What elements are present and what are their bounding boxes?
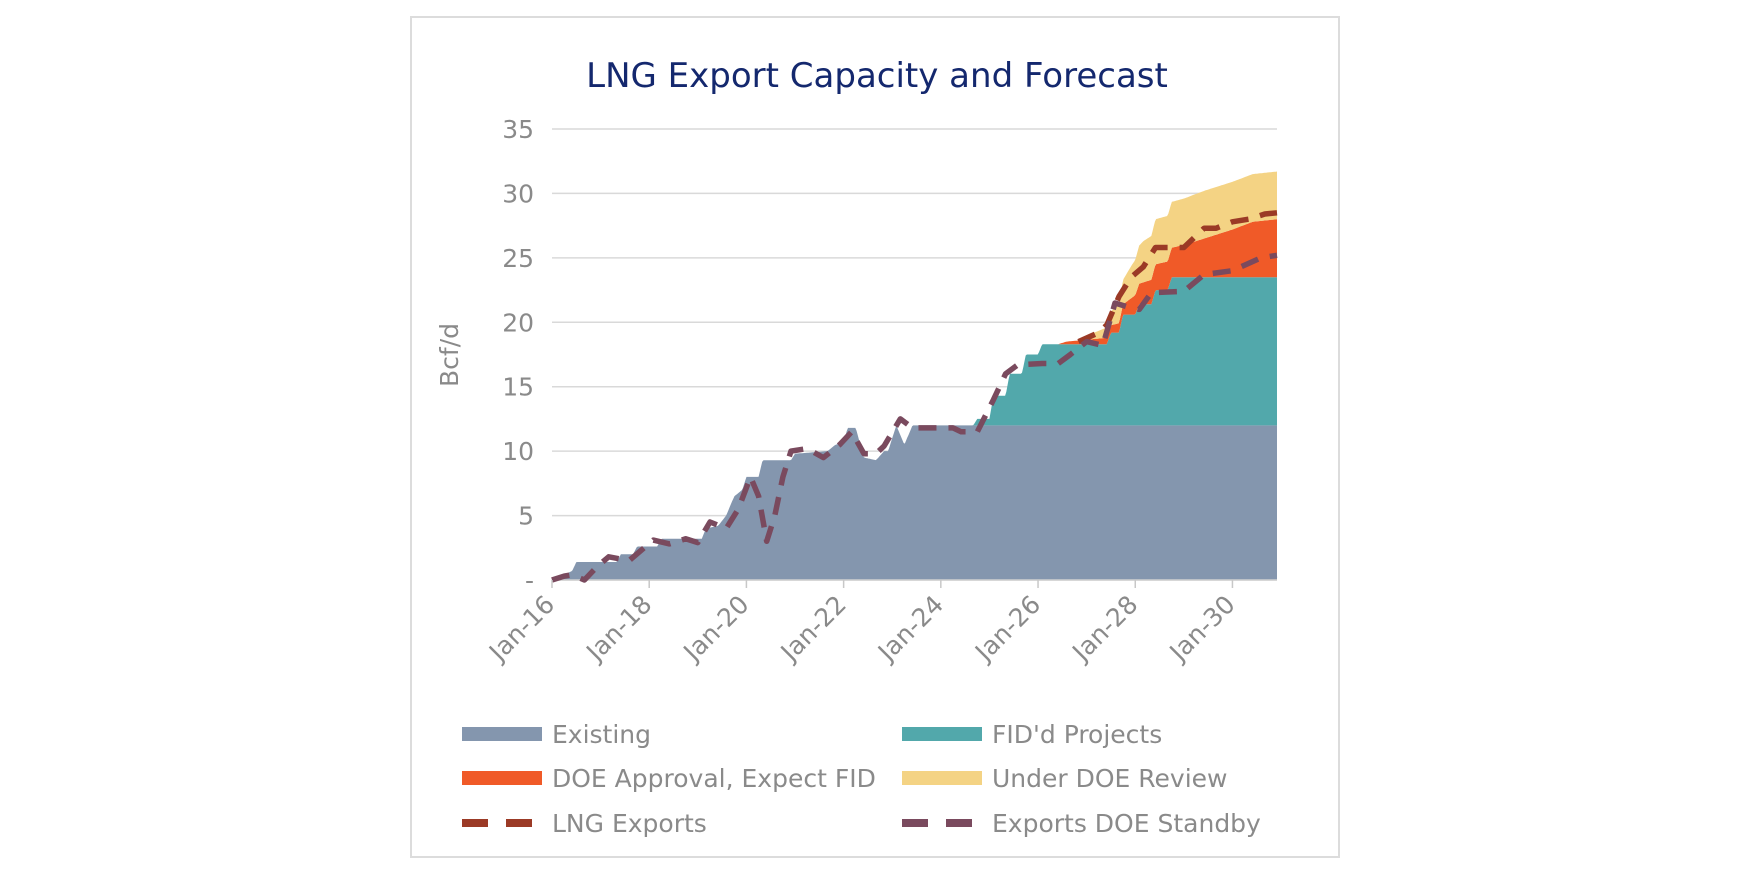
- legend-item: Under DOE Review: [902, 758, 1228, 798]
- line-exports-doe-standby: [551, 252, 1278, 583]
- legend-item: FID'd Projects: [902, 714, 1162, 754]
- area-fid-d-projects: [552, 277, 1277, 580]
- area-doe-approval-expect-fid: [552, 219, 1277, 580]
- x-tick-label: Jan-16: [482, 590, 560, 668]
- legend-label: Exports DOE Standby: [992, 808, 1261, 838]
- y-tick-label: -: [525, 566, 534, 595]
- legend-label: LNG Exports: [552, 808, 707, 838]
- x-tick-label: Jan-30: [1163, 590, 1241, 668]
- area-under-doe-review: [552, 171, 1277, 580]
- x-tick-label: Jan-26: [968, 590, 1046, 668]
- x-tick-label: Jan-18: [579, 590, 657, 668]
- legend-swatch: [902, 727, 982, 741]
- y-tick-label: 5: [518, 502, 534, 531]
- y-tick-label: 10: [502, 437, 534, 466]
- legend-swatch: [462, 771, 542, 785]
- legend-item: Existing: [462, 714, 651, 754]
- y-tick-label: 30: [502, 179, 534, 208]
- legend-item: Exports DOE Standby: [902, 803, 1261, 843]
- legend-swatch: [462, 819, 542, 827]
- legend-label: DOE Approval, Expect FID: [552, 763, 876, 793]
- legend-swatch: [902, 819, 982, 827]
- y-tick-label: 20: [502, 308, 534, 337]
- y-tick-label: 35: [502, 115, 534, 144]
- legend-label: Existing: [552, 719, 652, 749]
- legend-item: LNG Exports: [462, 803, 707, 843]
- x-tick-label: Jan-20: [677, 590, 755, 668]
- legend-swatch: [462, 727, 542, 741]
- area-existing: [552, 425, 1277, 580]
- legend-label: FID'd Projects: [992, 719, 1163, 749]
- y-tick-label: 25: [502, 244, 534, 273]
- y-axis-label: Bcf/d: [435, 323, 464, 387]
- chart-title: LNG Export Capacity and Forecast: [586, 56, 1168, 96]
- legend-label: Under DOE Review: [992, 763, 1228, 793]
- y-tick-label: 15: [502, 373, 534, 402]
- x-tick-label: Jan-22: [774, 590, 852, 668]
- line-lng-exports: [1077, 210, 1278, 345]
- x-tick-label: Jan-28: [1065, 590, 1143, 668]
- chart-frame: LNG Export Capacity and Forecast - 5 10 15 2…: [410, 16, 1340, 858]
- legend-swatch: [902, 771, 982, 785]
- x-tick-label: Jan-24: [871, 590, 949, 668]
- legend-item: DOE Approval, Expect FID: [462, 758, 876, 798]
